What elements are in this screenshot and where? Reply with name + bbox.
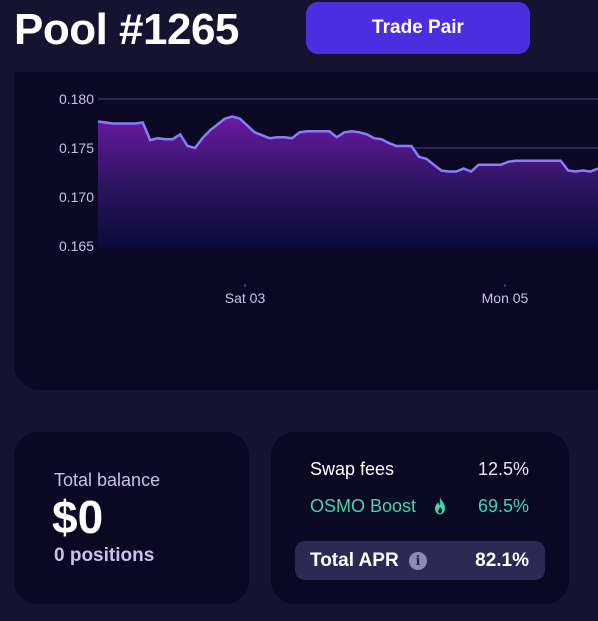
total-apr-value: 82.1%	[475, 550, 529, 571]
total-balance-value: $0	[52, 491, 104, 543]
apr-card: Swap fees 12.5% OSMO Boost 69.5% Total A…	[271, 432, 569, 604]
total-balance-label: Total balance	[54, 470, 161, 490]
y-tick-label: 0.165	[59, 238, 94, 254]
swap-fees-label: Swap fees	[310, 459, 395, 479]
x-tick-label: Sat 03	[225, 290, 266, 306]
positions-count: 0 positions	[54, 545, 155, 566]
total-apr-row: Total APR i 82.1%	[295, 541, 545, 580]
info-icon[interactable]: i	[409, 552, 427, 570]
swap-fees-value: 12.5%	[477, 459, 529, 479]
total-apr-label: Total APR	[310, 550, 399, 571]
x-tick-label: Mon 05	[482, 290, 529, 306]
price-area	[98, 116, 598, 247]
y-tick-label: 0.175	[59, 140, 94, 156]
flame-icon	[435, 497, 445, 515]
price-line	[97, 115, 598, 173]
price-chart[interactable]: 0.180 0.175 0.170 0.165 Sat 03 Mon 05	[14, 72, 598, 390]
y-tick-label: 0.170	[59, 189, 94, 205]
y-tick-label: 0.180	[59, 91, 94, 107]
page-title: Pool #1265	[14, 5, 239, 54]
trade-pair-button[interactable]: Trade Pair	[306, 2, 530, 54]
price-chart-card: 0.180 0.175 0.170 0.165 Sat 03 Mon 05	[14, 72, 598, 390]
osmo-boost-label: OSMO Boost	[310, 496, 417, 516]
balance-card: Total balance $0 0 positions	[14, 432, 249, 604]
osmo-boost-value: 69.5%	[477, 496, 529, 516]
